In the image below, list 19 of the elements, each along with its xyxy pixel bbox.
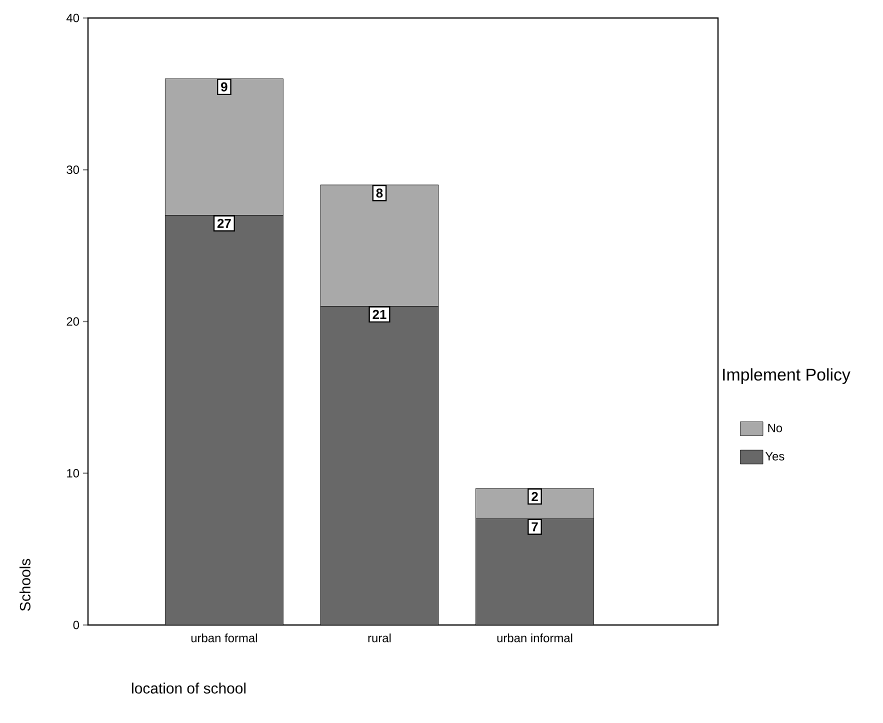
- y-axis-title: Schools: [20, 558, 30, 611]
- x-axis-title: location of school: [132, 682, 246, 694]
- y-tick-label: 20: [66, 317, 80, 326]
- data-label: 2: [532, 492, 538, 502]
- data-label: 27: [217, 218, 231, 228]
- y-tick-label: 0: [73, 620, 80, 630]
- data-label: 7: [532, 522, 538, 532]
- legend-label: Yes: [765, 452, 784, 461]
- data-label: 21: [372, 310, 386, 319]
- y-tick-label: 10: [67, 469, 80, 478]
- y-tick-label: 40: [66, 14, 80, 22]
- data-label: 9: [221, 82, 228, 92]
- x-tick-label: urban formal: [191, 634, 257, 642]
- legend-title: Implement Policy: [723, 368, 850, 384]
- x-tick-label: rural: [368, 634, 391, 642]
- legend-label: No: [768, 424, 782, 432]
- x-tick-label: urban informal: [497, 634, 572, 642]
- y-tick-label: 30: [66, 166, 80, 174]
- data-label: 8: [376, 188, 383, 198]
